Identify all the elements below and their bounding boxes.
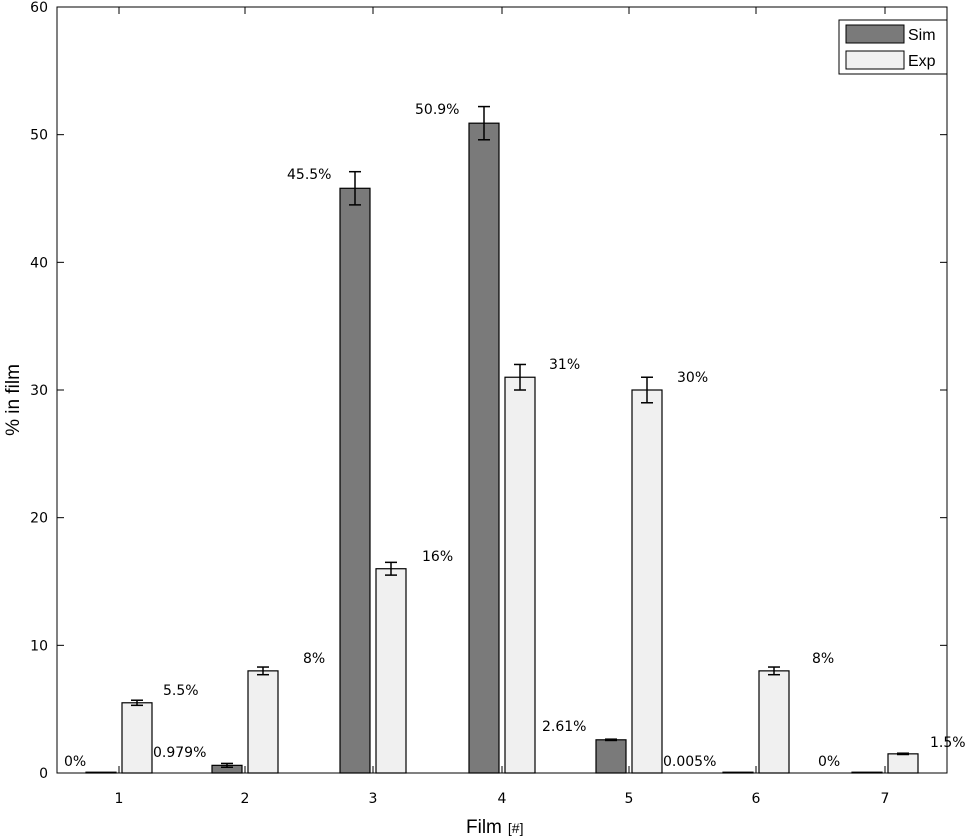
bars — [85, 122, 919, 774]
bar-sim-4 — [468, 122, 500, 774]
bar-sim-6 — [722, 771, 754, 774]
error-bar — [349, 170, 361, 206]
data-label-sim: 0.005% — [663, 754, 716, 770]
data-label-exp: 8% — [303, 651, 325, 667]
data-label-exp: 30% — [677, 370, 708, 386]
bar-exp-1 — [121, 702, 153, 774]
data-label-sim: 0.979% — [153, 745, 206, 761]
y-tick-label: 40 — [30, 255, 48, 271]
bar-exp-4 — [504, 376, 536, 774]
error-bar — [385, 561, 397, 576]
bar-exp-6 — [758, 670, 790, 774]
data-label-exp: 31% — [549, 357, 580, 373]
error-bar — [768, 666, 780, 676]
y-tick-label: 30 — [30, 383, 48, 399]
x-axis-unit: [#] — [508, 820, 524, 836]
error-bar — [478, 105, 490, 141]
bar-sim-3 — [339, 187, 371, 774]
data-label-exp: 1.5% — [930, 735, 966, 751]
bar-exp-7 — [887, 753, 919, 774]
error-bar — [131, 699, 143, 707]
legend-label-exp: Exp — [908, 53, 936, 70]
error-bar — [257, 666, 269, 676]
y-tick-label: 0 — [39, 766, 48, 782]
x-axis-title: Film [#] — [466, 817, 523, 837]
bar-sim-1 — [85, 771, 117, 774]
error-bar — [514, 363, 526, 391]
error-bar — [605, 738, 617, 742]
y-tick-label: 50 — [30, 128, 48, 144]
error-bars — [131, 105, 909, 769]
data-labels: 0% 0.979% 45.5% 50.9% 2.61% 0.005% 0% 5.5% 8% 16%… — [64, 102, 966, 770]
data-label-sim: 0% — [64, 754, 86, 770]
legend-label-sim: Sim — [908, 27, 936, 44]
data-label-sim: 45.5% — [287, 167, 331, 183]
x-tick-label: 4 — [498, 791, 507, 807]
bar-exp-2 — [247, 670, 279, 774]
data-label-sim: 2.61% — [542, 719, 586, 735]
x-tick-label: 6 — [752, 791, 761, 807]
legend-swatch-sim — [845, 24, 905, 44]
bar-sim-7 — [851, 771, 883, 774]
y-tick-label: 10 — [30, 638, 48, 654]
data-label-exp: 16% — [422, 549, 453, 565]
bar-exp-3 — [375, 568, 407, 774]
data-label-exp: 5.5% — [163, 683, 199, 699]
x-tick-label: 5 — [625, 791, 634, 807]
x-tick-label: 7 — [881, 791, 890, 807]
y-tick-label: 60 — [30, 0, 48, 16]
error-bar — [897, 752, 909, 756]
bar-exp-5 — [631, 389, 663, 774]
y-tick-label: 20 — [30, 511, 48, 527]
error-bar — [641, 376, 653, 404]
plot-area — [56, 6, 948, 774]
data-label-sim: 0% — [818, 754, 840, 770]
x-tick-label: 2 — [241, 791, 250, 807]
data-label-sim: 50.9% — [415, 102, 459, 118]
y-axis-title: % in film — [3, 364, 24, 436]
legend: Sim Exp — [838, 19, 948, 75]
error-bar — [221, 762, 233, 769]
axis-ticks: 0 10 20 30 40 50 60 1 2 3 4 5 6 7 — [30, 0, 947, 807]
data-label-exp: 8% — [812, 651, 834, 667]
x-tick-label: 3 — [369, 791, 378, 807]
x-tick-label: 1 — [115, 791, 124, 807]
x-axis-title-text: Film — [466, 817, 502, 837]
legend-swatch-exp — [845, 50, 905, 70]
bar-sim-5 — [595, 739, 627, 774]
